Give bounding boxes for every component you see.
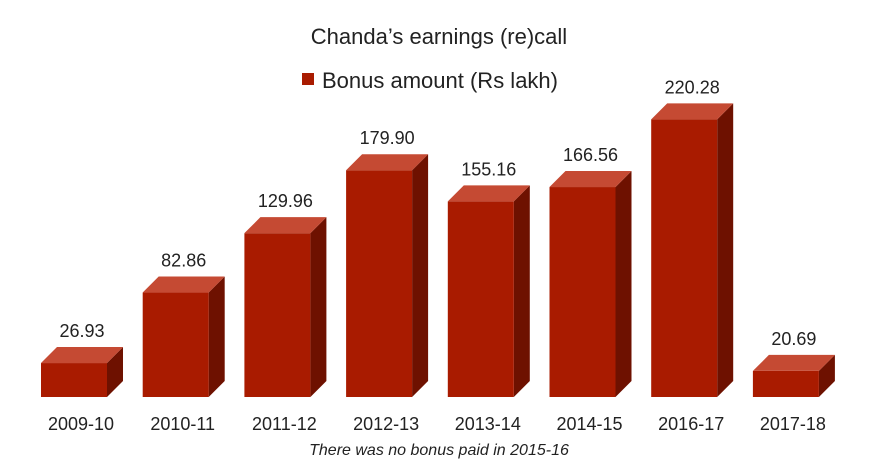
chart-title: Chanda’s earnings (re)call	[311, 24, 567, 49]
bar-front	[447, 201, 514, 397]
data-label: 26.93	[59, 321, 104, 341]
bar-top-face	[752, 354, 835, 371]
bar-2014-15	[549, 171, 632, 397]
bar-2013-14	[447, 185, 530, 397]
bar-2011-12	[244, 217, 327, 397]
data-label: 82.86	[161, 251, 206, 271]
bar-top-face	[244, 217, 327, 234]
bar-front	[142, 292, 209, 397]
bar-2017-18	[752, 354, 835, 397]
bar-side-face	[818, 354, 835, 397]
x-tick-label: 2012-13	[353, 414, 419, 434]
bar-top-face	[142, 276, 225, 293]
x-tick-label: 2014-15	[556, 414, 622, 434]
bar-side-face	[717, 103, 734, 397]
footnote: There was no bonus paid in 2015-16	[309, 442, 569, 459]
x-axis-ticks: 2009-10 2010-11 2011-12 2012-13 2013-14 2014-…	[48, 414, 826, 434]
data-label: 220.28	[665, 77, 720, 97]
data-label: 155.16	[461, 159, 516, 179]
bar-front	[346, 170, 413, 397]
bar-side-face	[107, 347, 123, 397]
bar-top-face	[549, 171, 632, 188]
bar-2010-11	[142, 276, 225, 397]
bar-side-face	[615, 171, 632, 397]
bar-2012-13	[346, 154, 429, 397]
x-tick-label: 2011-12	[252, 414, 317, 434]
bar-side-face	[208, 276, 225, 397]
bar-side-face	[513, 185, 530, 397]
x-tick-label: 2013-14	[455, 414, 521, 434]
bar-front	[244, 233, 311, 397]
legend-label: Bonus amount (Rs lakh)	[322, 68, 558, 93]
x-tick-label: 2009-10	[48, 414, 114, 434]
data-labels-group: 26.93 82.86 129.96 179.90 155.16 166.56 220.28…	[59, 77, 816, 349]
data-label: 179.90	[360, 128, 415, 148]
bar-front	[41, 363, 107, 397]
bar-front	[752, 370, 819, 397]
bar-2016-17	[651, 103, 734, 397]
bar-side-face	[310, 217, 327, 397]
bar-top-face	[41, 347, 123, 364]
bar-top-face	[651, 103, 734, 120]
data-label: 129.96	[258, 191, 313, 211]
bar-front	[651, 119, 718, 397]
bar-side-face	[412, 154, 429, 397]
bar-top-face	[346, 154, 429, 171]
data-label: 20.69	[771, 329, 816, 349]
bars-group	[41, 103, 835, 397]
legend-swatch	[302, 73, 314, 85]
bar-2009-10	[41, 347, 123, 397]
x-tick-label: 2016-17	[658, 414, 724, 434]
x-tick-label: 2010-11	[150, 414, 215, 434]
data-label: 166.56	[563, 145, 618, 165]
legend: Bonus amount (Rs lakh)	[302, 68, 558, 93]
bar-front	[549, 187, 616, 397]
x-tick-label: 2017-18	[760, 414, 826, 434]
bar-top-face	[447, 185, 530, 202]
